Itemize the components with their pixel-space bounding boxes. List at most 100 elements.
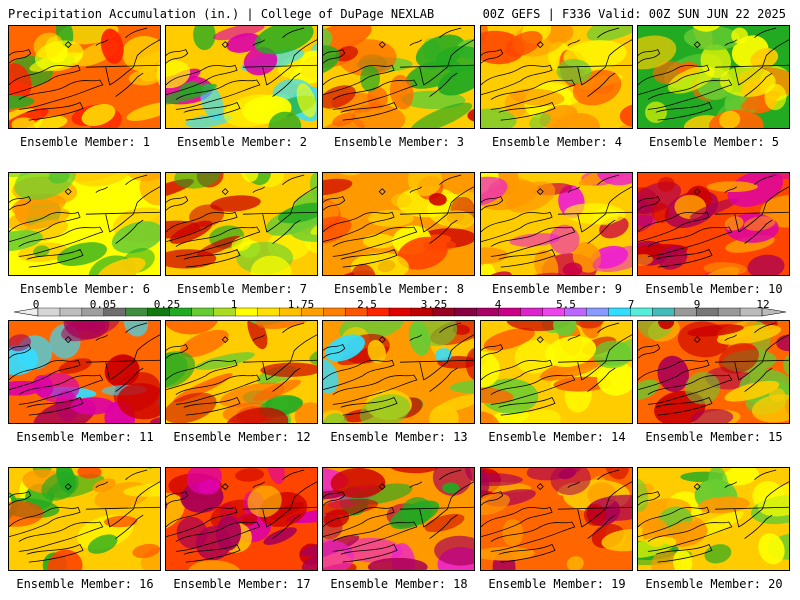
boundary-line bbox=[95, 334, 108, 341]
boundary-line bbox=[490, 79, 576, 110]
precip-blob bbox=[87, 534, 118, 554]
boundary-line bbox=[332, 521, 418, 552]
boundary-line bbox=[378, 336, 386, 344]
boundary-line bbox=[409, 186, 422, 193]
boundary-line bbox=[567, 334, 580, 341]
boundary-line bbox=[655, 543, 713, 563]
precip-field bbox=[9, 26, 160, 128]
boundary-line bbox=[115, 367, 144, 392]
boundary-line bbox=[340, 543, 398, 563]
boundary-line bbox=[577, 481, 632, 528]
precip-field bbox=[323, 173, 474, 275]
boundary-line bbox=[481, 49, 504, 64]
scale-swatch bbox=[717, 307, 741, 317]
precip-blob bbox=[9, 94, 35, 110]
boundary-line bbox=[490, 521, 576, 552]
ensemble-member-map bbox=[165, 467, 318, 571]
boundary-line bbox=[272, 72, 301, 97]
boundary-line bbox=[638, 49, 661, 64]
precip-blob bbox=[434, 535, 474, 566]
precip-blob bbox=[593, 207, 619, 226]
precip-blob bbox=[166, 392, 217, 423]
boundary-line bbox=[734, 39, 789, 86]
ensemble-member-map bbox=[322, 320, 475, 424]
precip-blob bbox=[195, 525, 232, 561]
ensemble-member-map bbox=[637, 172, 790, 276]
ensemble-member-map bbox=[165, 320, 318, 424]
precip-field bbox=[638, 173, 789, 275]
boundary-line bbox=[378, 41, 386, 49]
precip-blob bbox=[719, 110, 741, 128]
ensemble-member-caption: Ensemble Member: 18 bbox=[330, 577, 468, 591]
scale-swatch bbox=[323, 307, 346, 317]
boundary-line bbox=[429, 367, 458, 392]
precip-blob bbox=[9, 380, 45, 396]
boundary-line bbox=[587, 219, 616, 244]
precip-blob bbox=[323, 45, 340, 77]
boundary-line bbox=[638, 506, 710, 538]
boundary-line bbox=[64, 188, 72, 196]
precip-blob bbox=[690, 408, 734, 423]
precip-blob bbox=[189, 204, 225, 227]
precip-blob bbox=[509, 233, 561, 247]
ensemble-member-map bbox=[480, 320, 633, 424]
boundary-line bbox=[439, 174, 462, 186]
boundary-line bbox=[557, 64, 632, 68]
boundary-line bbox=[166, 196, 189, 211]
precip-blob bbox=[697, 496, 750, 514]
precip-blob bbox=[553, 376, 612, 392]
boundary-line bbox=[498, 543, 556, 563]
precip-blob bbox=[596, 173, 632, 186]
precip-blob bbox=[9, 334, 32, 352]
boundary-line bbox=[272, 514, 301, 539]
boundary-line bbox=[64, 483, 72, 491]
precip-blob bbox=[323, 178, 353, 196]
precip-blob bbox=[325, 334, 365, 362]
ensemble-member-caption: Ensemble Member: 11 bbox=[16, 430, 154, 444]
boundary-line bbox=[262, 334, 317, 381]
precip-blob bbox=[330, 468, 386, 499]
precip-blob bbox=[362, 233, 396, 249]
precip-blob bbox=[294, 402, 317, 423]
precip-blob bbox=[757, 483, 789, 517]
precip-blob bbox=[166, 60, 191, 89]
boundary-line bbox=[399, 506, 474, 510]
ensemble-member-caption: Ensemble Member: 13 bbox=[330, 430, 468, 444]
boundary-line bbox=[409, 334, 422, 341]
scale-tick-label: 1 bbox=[230, 298, 238, 311]
precip-blob bbox=[111, 221, 160, 254]
boundary-line bbox=[242, 211, 317, 215]
boundary-line bbox=[9, 491, 32, 506]
boundary-line bbox=[125, 469, 148, 481]
boundary-line bbox=[125, 322, 148, 334]
boundary-line bbox=[557, 506, 632, 510]
boundary-line bbox=[323, 196, 346, 211]
model-run-info: 00Z GEFS | F336 Valid: 00Z SUN JUN 22 20… bbox=[482, 7, 786, 21]
precip-blob bbox=[121, 35, 160, 72]
boundary-line bbox=[724, 334, 737, 341]
precip-blob bbox=[750, 48, 779, 69]
precip-blob bbox=[250, 255, 292, 275]
precip-blob bbox=[504, 31, 543, 57]
scale-tick-label: 12 bbox=[756, 298, 770, 311]
boundary-line bbox=[221, 336, 229, 344]
boundary-line bbox=[332, 374, 418, 405]
precip-blob bbox=[139, 173, 160, 206]
precip-blob bbox=[442, 482, 460, 494]
precip-blob bbox=[367, 557, 428, 570]
boundary-line bbox=[557, 359, 632, 363]
boundary-line bbox=[18, 79, 104, 110]
precip-blob bbox=[360, 65, 380, 92]
boundary-line bbox=[638, 196, 661, 211]
precip-blob bbox=[104, 515, 138, 528]
boundary-line bbox=[221, 483, 229, 491]
precip-blob bbox=[388, 468, 440, 474]
boundary-line bbox=[175, 374, 261, 405]
precip-blob bbox=[14, 173, 76, 200]
boundary-line bbox=[166, 359, 238, 391]
boundary-line bbox=[26, 101, 84, 121]
precip-blob bbox=[724, 216, 744, 231]
boundary-line bbox=[638, 211, 710, 243]
precip-field bbox=[481, 321, 632, 423]
precip-blob bbox=[126, 101, 160, 121]
